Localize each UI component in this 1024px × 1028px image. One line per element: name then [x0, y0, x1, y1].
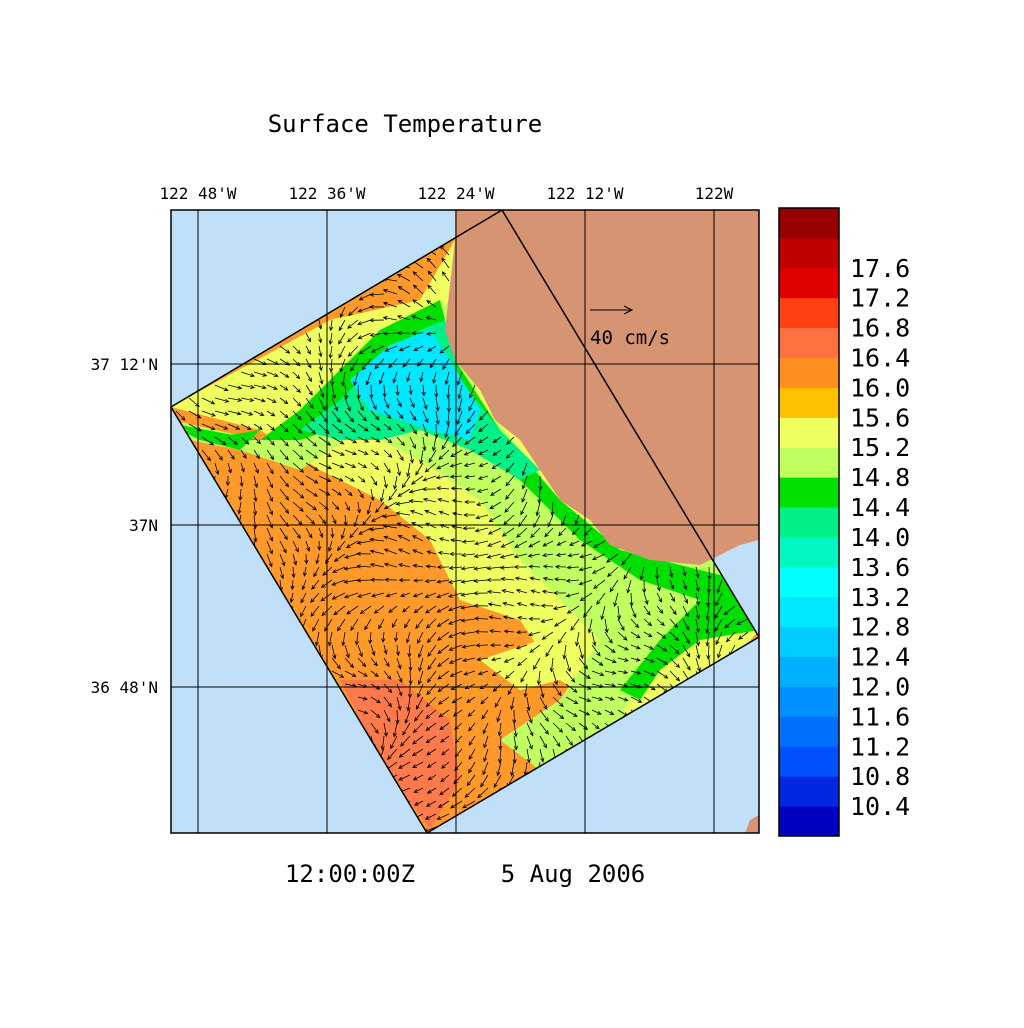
field-cool-west	[180, 430, 260, 450]
colorbar: 10.410.811.211.612.012.412.813.213.614.0…	[778, 207, 910, 837]
colorbar-frame	[778, 207, 840, 837]
colorbar-segment	[779, 596, 839, 628]
colorbar-label: 10.8	[850, 762, 910, 791]
date-label: 5 Aug 2006	[501, 860, 646, 888]
colorbar-segment	[779, 806, 839, 837]
map-title: Surface Temperature	[268, 110, 543, 138]
latitude-label: 37 12'N	[91, 355, 158, 374]
scale-arrow	[590, 305, 634, 315]
colorbar-segment	[779, 776, 839, 807]
time-label: 12:00:00Z	[285, 860, 415, 888]
colorbar-segment	[779, 417, 839, 448]
colorbar-segment	[779, 237, 839, 269]
colorbar-label: 12.0	[850, 672, 910, 701]
colorbar-label: 14.0	[850, 523, 910, 552]
colorbar-segment	[779, 327, 839, 359]
longitude-label: 122 48'W	[159, 184, 236, 203]
colorbar-label: 16.4	[850, 344, 910, 373]
latitude-label: 37N	[129, 516, 158, 535]
colorbar-segment	[779, 297, 839, 329]
colorbar-segment	[779, 626, 839, 658]
latitude-label: 36 48'N	[91, 678, 158, 697]
scale-label: 40 cm/s	[590, 327, 670, 349]
colorbar-label: 12.4	[850, 643, 910, 672]
land-south	[745, 815, 759, 833]
map-frame	[170, 209, 760, 834]
colorbar-segment	[779, 507, 839, 538]
colorbar-segment	[779, 566, 839, 598]
land	[445, 210, 759, 565]
model-domain	[171, 210, 759, 833]
longitude-label: 122 24'W	[417, 184, 494, 203]
colorbar-segment	[779, 387, 839, 418]
graticule	[171, 210, 759, 833]
colorbar-label: 13.2	[850, 583, 910, 612]
colorbar-segment	[779, 656, 839, 687]
field-coldest	[350, 330, 480, 440]
colorbar-segment	[779, 746, 839, 777]
colorbar-segment	[779, 267, 839, 299]
colorbar-label: 13.6	[850, 553, 910, 582]
field-cool	[180, 300, 759, 700]
colorbar-segment	[779, 208, 839, 239]
colorbar-label: 17.6	[850, 254, 910, 283]
colorbar-segment	[779, 686, 839, 717]
colorbar-segment	[779, 716, 839, 747]
colorbar-label: 15.6	[850, 403, 910, 432]
colorbar-label: 14.8	[850, 463, 910, 492]
colorbar-segment	[779, 477, 839, 508]
colorbar-label: 16.8	[850, 314, 910, 343]
longitude-label: 122W	[695, 184, 734, 203]
colorbar-segment	[779, 447, 839, 478]
vector-scale-key: 40 cm/s	[590, 305, 670, 349]
colorbar-label: 11.6	[850, 702, 910, 731]
colorbar-segment	[779, 357, 839, 388]
colorbar-label: 17.2	[850, 284, 910, 313]
colorbar-label: 14.4	[850, 493, 910, 522]
colorbar-label: 16.0	[850, 373, 910, 402]
colorbar-label: 10.4	[850, 792, 910, 821]
colorbar-label: 15.2	[850, 433, 910, 462]
longitude-label: 122 12'W	[546, 184, 623, 203]
colorbar-label: 11.2	[850, 732, 910, 761]
longitude-label: 122 36'W	[288, 184, 365, 203]
colorbar-label: 12.8	[850, 613, 910, 642]
colorbar-segment	[779, 536, 839, 568]
